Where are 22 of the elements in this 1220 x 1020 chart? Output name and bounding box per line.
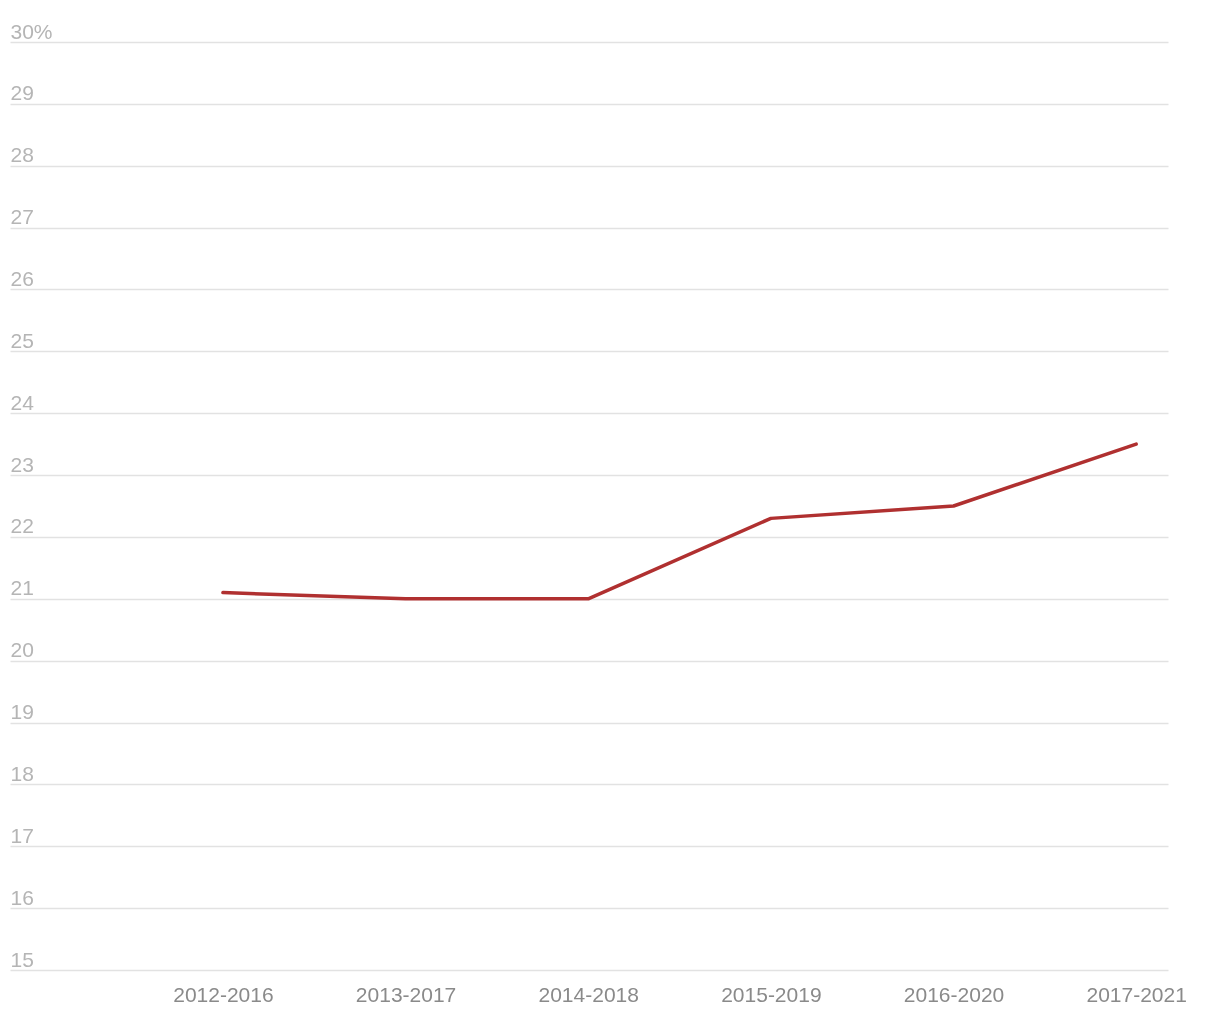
- x-tick-label: 2013-2017: [355, 982, 457, 1006]
- y-tick-label: 27: [10, 205, 34, 229]
- y-tick-label: 29: [10, 81, 34, 105]
- x-tick-label: 2015-2019: [721, 982, 822, 1006]
- y-tick-label: 19: [10, 700, 34, 724]
- y-tick-label: 25: [10, 328, 34, 352]
- y-tick-label: 21: [10, 576, 34, 600]
- x-tick-label: 2012-2016: [173, 982, 274, 1006]
- x-tick-label: 2014-2018: [538, 982, 639, 1006]
- x-tick-label: 2016-2020: [903, 982, 1005, 1006]
- y-tick-label: 26: [10, 266, 34, 290]
- x-tick-label: 2017-2021: [1086, 982, 1187, 1006]
- y-tick-label: 15: [10, 947, 34, 971]
- y-tick-label: 23: [10, 452, 34, 476]
- y-tick-label: 18: [10, 761, 34, 785]
- y-tick-label: 20: [10, 638, 34, 662]
- y-tick-label: 24: [10, 390, 35, 414]
- y-tick-label: 30%: [10, 19, 53, 43]
- y-tick-label: 17: [10, 823, 34, 847]
- y-tick-label: 16: [10, 885, 34, 909]
- y-tick-label: 28: [10, 143, 34, 167]
- y-tick-label: 22: [10, 514, 34, 538]
